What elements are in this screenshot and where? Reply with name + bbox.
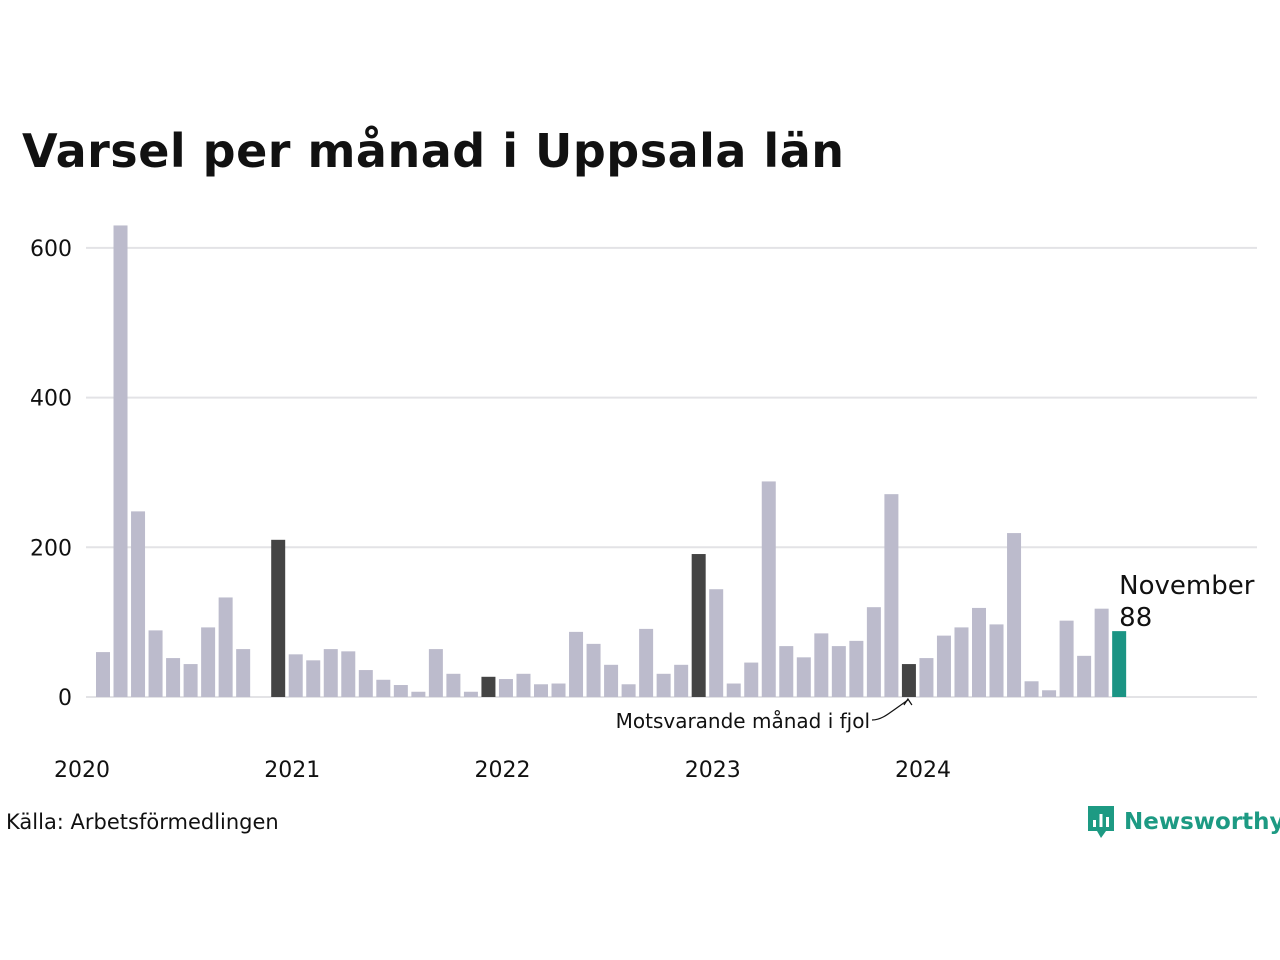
bar xyxy=(1024,681,1039,697)
bar xyxy=(341,651,356,697)
bar xyxy=(849,640,864,697)
bar xyxy=(586,643,601,697)
bar xyxy=(201,627,216,697)
bar xyxy=(358,670,373,697)
bar xyxy=(796,657,811,697)
bar xyxy=(954,627,969,697)
y-tick-label: 200 xyxy=(30,536,72,561)
bar xyxy=(901,664,916,697)
bar xyxy=(569,631,584,697)
bar xyxy=(393,685,408,697)
bar xyxy=(656,673,671,697)
bar xyxy=(936,635,951,697)
bar xyxy=(604,664,619,697)
bar xyxy=(1094,608,1109,697)
bar xyxy=(148,630,163,697)
bar xyxy=(1077,655,1092,697)
x-tick-label: 2023 xyxy=(685,758,741,783)
bar xyxy=(271,539,286,697)
bar xyxy=(1007,533,1022,697)
bar xyxy=(428,649,443,697)
x-tick-label: 2022 xyxy=(474,758,530,783)
bar xyxy=(131,511,146,697)
bar xyxy=(639,628,654,697)
y-axis-ticks: 0 200 400 600 xyxy=(30,237,72,711)
gridlines xyxy=(86,246,1257,698)
bar xyxy=(972,607,986,697)
bar xyxy=(236,649,251,697)
bar xyxy=(218,597,233,697)
bar xyxy=(1042,690,1057,697)
bar xyxy=(306,660,321,697)
bar xyxy=(1059,620,1074,697)
x-tick-label: 2024 xyxy=(895,758,951,783)
bar xyxy=(779,646,794,697)
x-axis-year-labels: 2020 2021 2022 2023 2024 xyxy=(54,758,951,783)
bar xyxy=(96,652,110,697)
bar xyxy=(323,649,338,697)
bar xyxy=(989,624,1004,697)
newsworthy-logo-icon xyxy=(1088,806,1114,838)
bar xyxy=(551,683,566,697)
x-tick-label: 2021 xyxy=(264,758,320,783)
bar xyxy=(183,664,198,697)
bar xyxy=(726,683,741,697)
current-value-label: 88 xyxy=(1119,603,1152,633)
bar xyxy=(709,589,724,697)
annotation-arrowhead xyxy=(903,697,913,706)
bar xyxy=(463,691,478,697)
bar xyxy=(1112,631,1127,697)
bar xyxy=(498,679,513,697)
bar xyxy=(814,633,829,697)
current-month-label: November xyxy=(1119,571,1255,601)
bar xyxy=(481,676,496,697)
annotation-arrow-line xyxy=(871,699,909,721)
y-tick-label: 600 xyxy=(30,237,72,262)
bar xyxy=(166,658,181,697)
bar xyxy=(376,679,391,697)
brand-name: Newsworthy xyxy=(1124,809,1280,835)
chart-title: Varsel per månad i Uppsala län xyxy=(22,124,845,178)
bar xyxy=(534,684,548,697)
bar xyxy=(288,654,303,697)
bar xyxy=(113,225,128,697)
source-note: Källa: Arbetsförmedlingen xyxy=(6,810,279,834)
bar xyxy=(866,607,881,697)
bar xyxy=(516,673,531,697)
same-month-label: Motsvarande månad i fjol xyxy=(616,709,870,733)
bar xyxy=(674,664,689,697)
brand-logo[interactable]: Newsworthy xyxy=(1086,802,1280,842)
bar xyxy=(831,646,846,697)
y-tick-label: 400 xyxy=(30,387,72,412)
y-tick-label: 0 xyxy=(58,686,72,711)
bar xyxy=(621,684,636,697)
bars xyxy=(96,225,1127,697)
bar xyxy=(691,554,706,697)
bar xyxy=(411,691,426,697)
bar xyxy=(919,658,934,697)
bar xyxy=(744,662,759,697)
x-tick-label: 2020 xyxy=(54,758,110,783)
bar xyxy=(884,494,899,697)
bar xyxy=(446,673,461,697)
bar xyxy=(761,481,776,697)
bar-chart: 0 200 400 600 2020 2021 2022 2023 2024 November… xyxy=(30,225,1257,783)
